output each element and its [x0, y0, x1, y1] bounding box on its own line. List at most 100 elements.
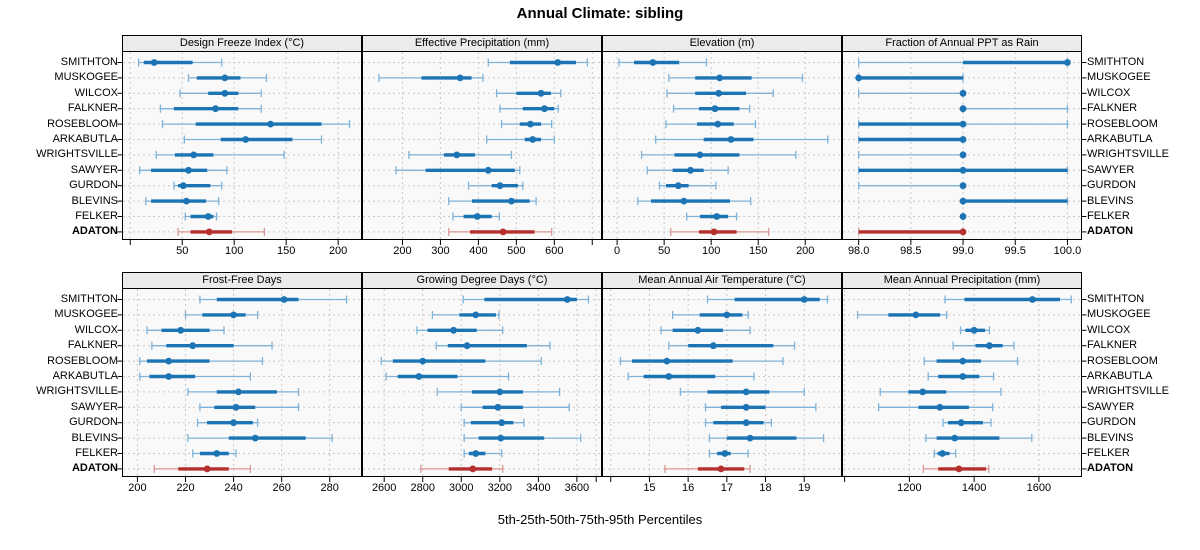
- panel-border: [122, 288, 362, 477]
- median-dot-smithton: [150, 59, 158, 66]
- x-tick-label: 1400: [961, 482, 987, 494]
- median-dot-falkner: [463, 342, 471, 350]
- median-dot-rosebloom: [419, 357, 427, 365]
- median-dot-adaton: [499, 228, 507, 236]
- site-label-right-smithton: SMITHTON: [1087, 56, 1145, 68]
- median-dot-blevins: [182, 197, 190, 205]
- site-label-right-blevins: BLEVINS: [1087, 431, 1134, 444]
- median-dot-sawyer: [936, 403, 944, 411]
- site-label-left-muskogee: MUSKOGEE: [54, 308, 118, 321]
- site-label-left-wrightsville: WRIGHTSVILLE: [36, 385, 118, 398]
- panel-background: [603, 51, 841, 240]
- x-tick-label: 150: [276, 245, 296, 257]
- median-dot-smithton: [554, 59, 562, 66]
- site-label-left-arkabutla: ARKABUTLA: [52, 370, 118, 382]
- median-dot-wilcox: [970, 326, 978, 334]
- median-dot-muskogee: [472, 311, 480, 319]
- site-label-right-felker: FELKER: [1087, 210, 1130, 222]
- median-dot-adaton: [717, 465, 725, 473]
- x-tick-label: 220: [176, 482, 195, 494]
- median-dot-gurdon: [496, 182, 504, 190]
- site-label-right-wilcox: WILCOX: [1087, 86, 1131, 99]
- panel-strip-effective-precipitation-mm: Effective Precipitation (mm): [362, 35, 602, 52]
- site-label-left-blevins: BLEVINS: [71, 194, 118, 207]
- panel-plot-frost-free-days: [122, 288, 362, 482]
- panel-border: [362, 288, 602, 477]
- site-label-left-felker: FELKER: [75, 447, 118, 459]
- x-tick-label: 600: [545, 245, 564, 257]
- x-tick-label: 50: [176, 245, 189, 257]
- site-label-right-smithton: SMITHTON: [1087, 293, 1145, 305]
- median-dot-arkabutla: [242, 136, 250, 143]
- x-tick-label: 98.0: [847, 245, 870, 257]
- x-tick-label: 500: [507, 245, 526, 257]
- median-dot-felker: [721, 450, 729, 457]
- median-dot-sawyer: [484, 166, 492, 174]
- figure-title: Annual Climate: sibling: [516, 5, 684, 22]
- site-label-left-smithton: SMITHTON: [60, 293, 118, 305]
- x-tick-label: 150: [749, 245, 768, 257]
- panel-strip-design-freeze-index-c: Design Freeze Index (°C): [122, 35, 362, 52]
- median-dot-wilcox: [715, 89, 723, 97]
- panel-border: [362, 51, 602, 240]
- site-label-left-sawyer: SAWYER: [70, 163, 118, 176]
- median-dot-adaton: [205, 228, 213, 236]
- site-label-left-gurdon: GURDON: [69, 416, 118, 429]
- median-dot-wilcox: [221, 89, 229, 97]
- median-dot-arkabutla: [665, 373, 673, 380]
- median-dot-felker: [213, 450, 221, 457]
- x-tick-label: 15: [643, 482, 656, 494]
- median-dot-gurdon: [498, 419, 506, 427]
- panel-strip-fraction-of-annual-ppt-as-rain: Fraction of Annual PPT as Rain: [842, 35, 1082, 52]
- y-axis-ticks-right-row2: [1082, 299, 1087, 470]
- median-dot-sawyer: [232, 403, 240, 411]
- median-dot-falkner: [212, 105, 219, 113]
- site-label-right-felker: FELKER: [1087, 447, 1130, 459]
- median-dot-wilcox: [177, 326, 185, 334]
- median-dot-felker: [959, 213, 967, 220]
- median-dot-muskogee: [456, 74, 464, 82]
- median-dot-arkabutla: [959, 136, 967, 143]
- median-dot-sawyer: [959, 166, 967, 174]
- median-dot-blevins: [680, 197, 688, 205]
- median-dot-felker: [472, 450, 480, 457]
- median-dot-felker: [204, 213, 212, 220]
- median-dot-wrightsville: [453, 151, 461, 159]
- median-dot-wrightsville: [190, 151, 198, 159]
- site-label-left-smithton: SMITHTON: [60, 56, 118, 68]
- median-dot-felker: [939, 450, 946, 457]
- median-dot-smithton: [649, 59, 657, 66]
- site-label-right-wrightsville: WRIGHTSVILLE: [1087, 148, 1169, 161]
- site-label-left-rosebloom: ROSEBLOOM: [47, 117, 118, 130]
- median-dot-falkner: [711, 105, 719, 113]
- panel-background: [123, 51, 361, 240]
- panel-strip-mean-annual-air-temperature-c: Mean Annual Air Temperature (°C): [602, 272, 842, 289]
- median-dot-adaton: [203, 465, 211, 473]
- site-label-right-falkner: FALKNER: [1087, 339, 1138, 352]
- panel-background: [123, 288, 361, 477]
- median-dot-smithton: [1029, 296, 1036, 303]
- median-dot-wilcox: [959, 89, 967, 97]
- x-tick-label: 50: [658, 245, 671, 257]
- x-tick-label: 0: [614, 245, 621, 257]
- median-dot-blevins: [746, 434, 754, 442]
- site-label-left-wilcox: WILCOX: [74, 86, 118, 99]
- site-label-left-arkabutla: ARKABUTLA: [52, 133, 118, 145]
- panel-background: [843, 51, 1081, 240]
- site-label-left-felker: FELKER: [75, 210, 118, 222]
- x-tick-label: 2600: [371, 482, 397, 494]
- median-dot-wilcox: [537, 89, 545, 97]
- median-dot-rosebloom: [663, 357, 671, 365]
- site-label-left-blevins: BLEVINS: [71, 431, 118, 444]
- median-dot-felker: [473, 213, 481, 220]
- median-dot-rosebloom: [714, 120, 722, 128]
- x-tick-label: 200: [796, 245, 815, 257]
- median-dot-arkabutla: [959, 373, 967, 380]
- median-dot-wrightsville: [959, 151, 967, 159]
- panel-border: [842, 51, 1082, 240]
- x-tick-label: 1200: [897, 482, 922, 494]
- x-tick-label: 200: [128, 482, 147, 494]
- site-label-left-rosebloom: ROSEBLOOM: [47, 354, 118, 367]
- y-axis-ticks-right-row1: [1082, 62, 1087, 233]
